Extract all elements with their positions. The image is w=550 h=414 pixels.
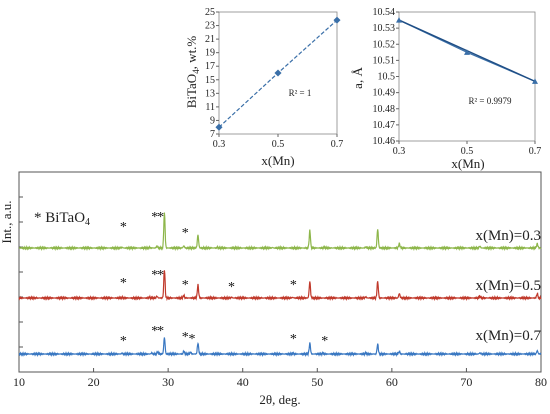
inset-y-tick-label: 10.47	[373, 120, 396, 131]
xrd-series	[18, 212, 542, 358]
phase-star-marker: *	[321, 334, 328, 349]
xrd-x-tick-label: 50	[311, 375, 323, 389]
bitao4-legend-text: * BiTaO	[34, 210, 85, 226]
inset-data-point	[333, 16, 341, 24]
inset1-y-label-main: BiTaO	[184, 74, 199, 108]
inset1-ticks: 7 9 11 13 15 17 19 21 23 25 0.3 0.5 0.7	[205, 7, 343, 150]
bitao4-legend-sub: 4	[85, 217, 90, 228]
inset2-x-axis-label: x(Mn)	[451, 156, 484, 171]
xrd-series-label: x(Mn)=0.3	[475, 228, 541, 244]
inset-y-tick-label: 7	[210, 129, 215, 140]
xrd-plot-frame	[18, 171, 542, 373]
inset2-plot-frame	[398, 11, 536, 142]
phase-star-marker: *	[120, 334, 127, 349]
xrd-series-labels: x(Mn)=0.3 x(Mn)=0.5 x(Mn)=0.7	[475, 228, 541, 344]
xrd-y-axis-label: Int., a.u.	[0, 201, 14, 244]
xrd-series-label: x(Mn)=0.7	[475, 328, 541, 344]
inset-bitao4-chart: 7 9 11 13 15 17 19 21 23 25 0.3 0.5 0.7 R² = 1 x(Mn)…	[184, 7, 343, 168]
bitao4-legend: * BiTaO4	[34, 210, 90, 228]
inset-y-tick-label: 10.54	[373, 7, 396, 18]
xrd-stars: ******** * **** * * * *	[120, 210, 328, 349]
phase-star-marker: *	[182, 278, 189, 293]
inset-y-tick-label: 11	[205, 102, 215, 113]
inset-x-tick-label: 0.5	[272, 139, 285, 150]
inset-data-point	[274, 69, 282, 77]
xrd-x-tick-label: 30	[162, 375, 174, 389]
xrd-series-label: x(Mn)=0.5	[475, 278, 541, 294]
inset-y-tick-label: 9	[210, 115, 215, 126]
inset1-x-axis-label: x(Mn)	[261, 153, 294, 168]
phase-star-marker: *	[157, 210, 164, 225]
inset-x-tick-label: 0.5	[461, 146, 474, 157]
phase-star-marker: *	[157, 268, 164, 283]
inset2-y-axis-label: a, Å	[350, 67, 365, 89]
inset-x-tick-label: 0.3	[213, 139, 226, 150]
inset1-y-label-tail: , wt.%	[184, 36, 199, 70]
inset-data-point	[396, 17, 402, 23]
inset-data-point	[215, 123, 223, 131]
phase-star-marker: *	[157, 324, 164, 339]
inset-y-tick-label: 10.5	[378, 72, 396, 83]
inset-x-tick-label: 0.7	[331, 139, 344, 150]
inset-x-tick-label: 0.7	[529, 146, 542, 157]
phase-star-marker: *	[189, 332, 196, 347]
phase-star-marker: *	[228, 280, 235, 295]
inset1-r2-annotation: R² = 1	[289, 88, 312, 98]
inset2-ticks: 10.46 10.47 10.48 10.49 10.5 10.51 10.52 10.53 1…	[373, 7, 542, 157]
phase-star-marker: *	[182, 330, 189, 345]
inset-y-tick-label: 10.51	[373, 55, 396, 66]
inset1-y-label-sub: 4	[191, 69, 201, 74]
inset2-r2-annotation: R² = 0.9979	[468, 96, 512, 106]
xrd-x-tick-label: 70	[460, 375, 472, 389]
inset-y-tick-label: 13	[205, 88, 215, 99]
xrd-chart: 10 20 30 40 50 60 70 80 ******** * **** * * * * x(Mn)…	[0, 171, 547, 407]
phase-star-marker: *	[151, 324, 158, 339]
phase-star-marker: *	[182, 226, 189, 241]
xrd-series-line	[19, 212, 542, 252]
xrd-series-line	[18, 337, 542, 358]
xrd-x-tick-label: 60	[386, 375, 398, 389]
xrd-x-tick-label: 20	[88, 375, 100, 389]
inset-y-tick-label: 10.49	[373, 88, 396, 99]
inset2-series	[396, 17, 538, 84]
inset1-series	[215, 16, 341, 131]
phase-star-marker: *	[151, 268, 158, 283]
inset-y-tick-label: 21	[205, 34, 215, 45]
phase-star-marker: *	[290, 278, 297, 293]
phase-star-marker: *	[151, 210, 158, 225]
inset-data-point	[464, 49, 470, 55]
inset-y-tick-label: 10.46	[373, 136, 396, 147]
inset1-y-axis-label: BiTaO4, wt.%	[184, 36, 201, 109]
xrd-series-line	[18, 270, 542, 302]
inset-y-tick-label: 10.53	[373, 23, 396, 34]
xrd-x-ticks: 10 20 30 40 50 60 70 80	[13, 196, 547, 389]
inset-data-point	[532, 78, 538, 84]
inset-y-tick-label: 10.52	[373, 39, 396, 50]
inset-y-tick-label: 23	[205, 21, 215, 32]
phase-star-marker: *	[120, 276, 127, 291]
xrd-x-tick-label: 10	[13, 375, 25, 389]
xrd-x-tick-label: 80	[535, 375, 547, 389]
inset-x-tick-label: 0.3	[393, 146, 406, 157]
phase-star-marker: *	[120, 220, 127, 235]
inset-y-tick-label: 19	[205, 48, 215, 59]
inset-y-tick-label: 25	[205, 7, 215, 18]
phase-star-marker: *	[290, 332, 297, 347]
inset-y-tick-label: 17	[205, 61, 215, 72]
xrd-x-axis-label: 2θ, deg.	[259, 392, 300, 407]
inset-lattice-chart: 10.46 10.47 10.48 10.49 10.5 10.51 10.52 10.53 1…	[350, 7, 541, 171]
xrd-x-tick-label: 40	[237, 375, 249, 389]
inset-y-tick-label: 10.48	[373, 104, 396, 115]
inset-y-tick-label: 15	[205, 75, 215, 86]
